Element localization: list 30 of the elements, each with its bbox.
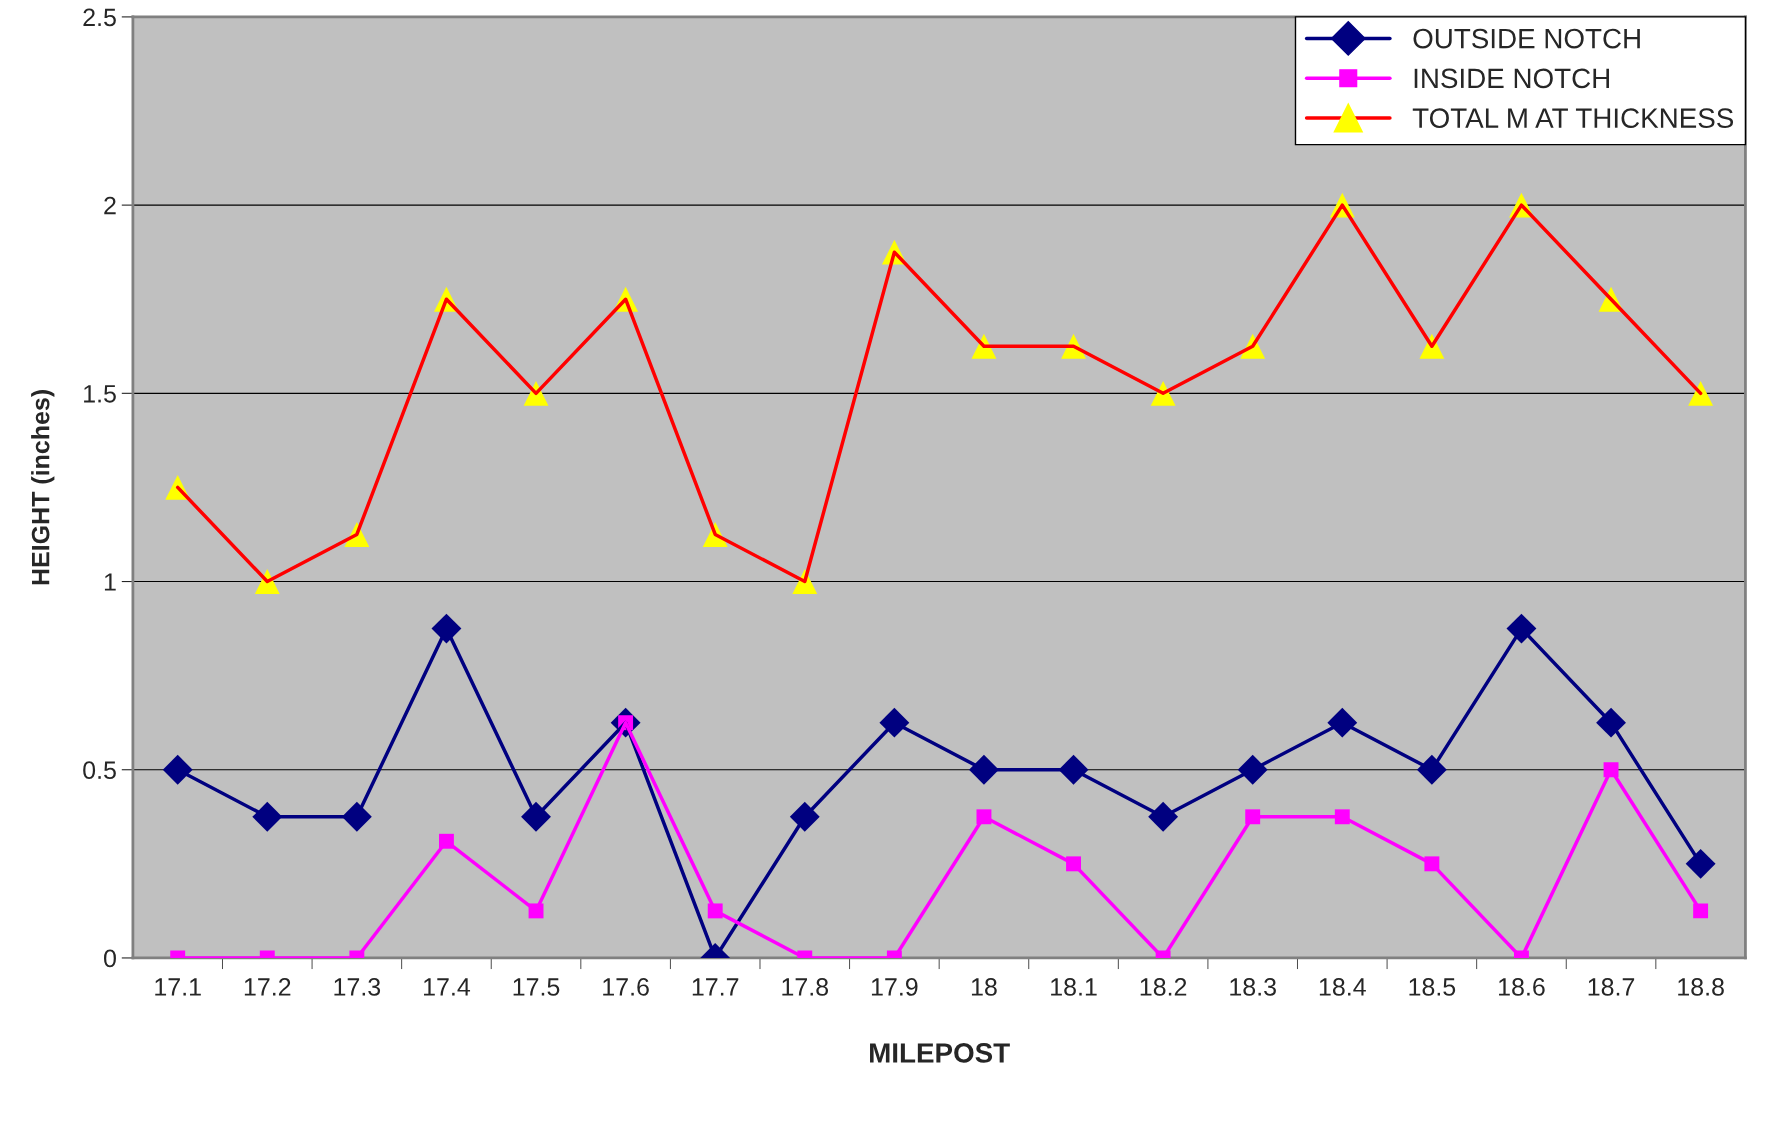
x-tick-label: 17.4 <box>424 978 471 996</box>
x-tick-label: 18.4 <box>1319 978 1366 996</box>
x-tick-label: 18.5 <box>1409 978 1456 996</box>
y-tick-label: 2 <box>104 196 116 215</box>
y-tick-label: 1.5 <box>84 385 116 403</box>
legend-label: INSIDE NOTCH <box>1414 68 1609 89</box>
y-tick-label: 1 <box>104 573 116 591</box>
x-tick-label: 17.7 <box>692 978 739 996</box>
x-tick-label: 17.3 <box>334 978 381 996</box>
x-tick-label: 18 <box>971 978 997 996</box>
x-tick-label: 17.8 <box>782 978 829 996</box>
x-tick-label: 18.7 <box>1588 978 1635 996</box>
x-tick-label: 17.6 <box>603 978 649 996</box>
y-tick-label: 0 <box>104 949 116 968</box>
x-tick-label: 18.8 <box>1678 978 1724 996</box>
x-tick-label: 17.1 <box>155 978 201 996</box>
x-axis-title: MILEPOST <box>870 1043 1010 1063</box>
x-tick-label: 17.9 <box>871 978 918 996</box>
y-tick-label: 2.5 <box>83 8 116 27</box>
y-axis-title: HEIGHT (inches) <box>31 390 55 585</box>
x-tick-label: 18.2 <box>1140 978 1187 996</box>
point <box>1685 848 1716 879</box>
x-tick-label: 18.3 <box>1230 978 1276 996</box>
legend-label: TOTAL M AT THICKNESS <box>1412 108 1734 128</box>
x-tick-label: 18.1 <box>1051 978 1097 996</box>
x-tick-label: 17.5 <box>513 978 560 996</box>
legend-label: OUTSIDE NOTCH <box>1413 28 1640 49</box>
y-tick-label: 0.5 <box>83 761 116 780</box>
x-tick-label: 17.2 <box>244 978 291 996</box>
x-tick-label: 18.6 <box>1499 978 1545 996</box>
